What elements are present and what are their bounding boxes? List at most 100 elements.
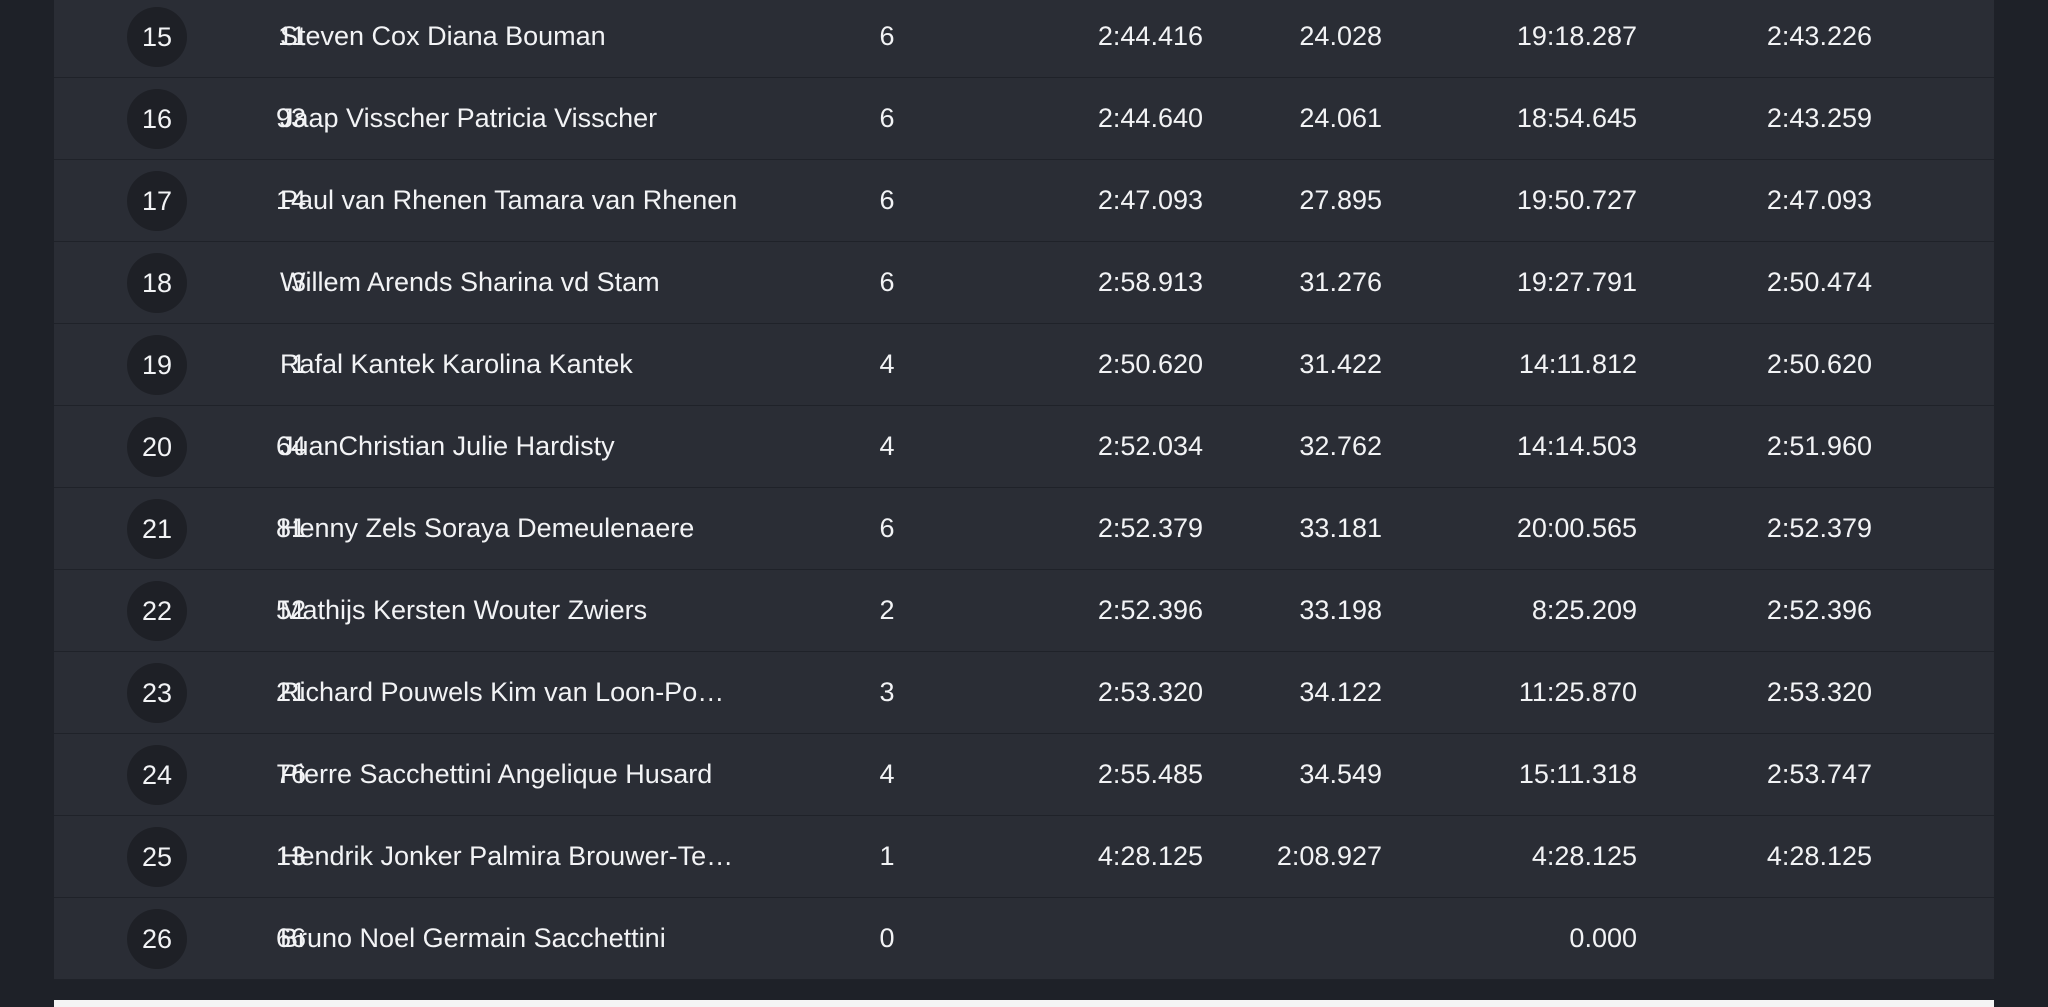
gap-cell: 27.895 [1299, 185, 1382, 215]
best-cell: 2:44.640 [1097, 103, 1203, 133]
num-cell: 64 [275, 431, 306, 461]
gap-cell: 33.181 [1299, 513, 1382, 543]
best-cell: 2:44.416 [1097, 21, 1203, 51]
name-cell: Henny Zels Soraya Demeulenaere [280, 513, 695, 543]
num-cell: 76 [275, 759, 306, 789]
name-cell: Steven Cox Diana Bouman [280, 21, 606, 51]
best-cell: 2:58.913 [1097, 267, 1203, 297]
laps-cell: 6 [879, 513, 895, 543]
num-cell: 52 [275, 595, 306, 625]
total-cell: 18:54.645 [1516, 103, 1637, 133]
num-cell: 93 [275, 103, 306, 133]
laps-cell: 4 [879, 431, 895, 461]
gap-cell: 33.198 [1299, 595, 1382, 625]
table-row[interactable]: 16 93 Jaap Visscher Patricia Visscher 6 2:44… [54, 78, 1994, 160]
pos-cell: 21 [127, 499, 187, 559]
total-cell: 14:14.503 [1516, 431, 1637, 461]
name-cell: Pierre Sacchettini Angelique Husard [280, 759, 713, 789]
best-cell: 2:53.320 [1097, 677, 1203, 707]
gap-cell: 32.762 [1299, 431, 1382, 461]
total-cell: 8:25.209 [1531, 595, 1637, 625]
gap-cell: 34.122 [1299, 677, 1382, 707]
table-row[interactable]: 19 1 Rafal Kantek Karolina Kantek 4 2:50.620… [54, 324, 1994, 406]
best-cell: 2:52.396 [1097, 595, 1203, 625]
laps-cell: 6 [879, 103, 895, 133]
laps-cell: 6 [879, 267, 895, 297]
num-cell: 3 [290, 267, 306, 297]
total-cell: 4:28.125 [1531, 841, 1637, 871]
table-row[interactable]: 17 14 Paul van Rhenen Tamara van Rhenen 6 2:… [54, 160, 1994, 242]
laps-cell: 0 [879, 923, 895, 953]
gap-cell: 31.276 [1299, 267, 1382, 297]
num-cell: 81 [275, 513, 306, 543]
total-cell: 20:00.565 [1516, 513, 1637, 543]
best-cell: 2:52.034 [1097, 431, 1203, 461]
laps-cell: 2 [879, 595, 895, 625]
num-cell: 11 [277, 21, 306, 51]
last-cell: 2:53.747 [1766, 759, 1872, 789]
table-row[interactable]: 20 64 JuanChristian Julie Hardisty 4 2:52.03… [54, 406, 1994, 488]
gap-cell: 31.422 [1299, 349, 1382, 379]
gap-cell: 2:08.927 [1276, 841, 1382, 871]
table-row[interactable]: 24 76 Pierre Sacchettini Angelique Husard 4… [54, 734, 1994, 816]
num-cell: 13 [275, 841, 306, 871]
last-cell: 2:52.396 [1766, 595, 1872, 625]
results-table: 15 11 Steven Cox Diana Bouman 6 2:44.416 24.0… [54, 0, 1994, 980]
total-cell: 11:25.870 [1518, 677, 1637, 707]
pos-cell: 19 [127, 335, 187, 395]
pos-cell: 26 [127, 909, 187, 969]
name-cell: Willem Arends Sharina vd Stam [280, 267, 660, 297]
last-cell: 4:28.125 [1766, 841, 1872, 871]
name-cell: Mathijs Kersten Wouter Zwiers [280, 595, 648, 625]
total-cell: 15:11.318 [1518, 759, 1637, 789]
table-row[interactable]: 23 21 Richard Pouwels Kim van Loon-Po… 3 2:5… [54, 652, 1994, 734]
gap-cell: 24.061 [1299, 103, 1382, 133]
last-cell: 2:53.320 [1766, 677, 1872, 707]
num-cell: 14 [275, 185, 306, 215]
best-cell: 4:28.125 [1097, 841, 1203, 871]
table-row[interactable]: 18 3 Willem Arends Sharina vd Stam 6 2:58.91… [54, 242, 1994, 324]
pos-cell: 23 [127, 663, 187, 723]
pos-cell: 16 [127, 89, 187, 149]
table-row[interactable]: 22 52 Mathijs Kersten Wouter Zwiers 2 2:52.3… [54, 570, 1994, 652]
total-cell: 14:11.812 [1518, 349, 1637, 379]
laps-cell: 4 [879, 349, 895, 379]
best-cell: 2:55.485 [1097, 759, 1203, 789]
num-cell: 1 [290, 349, 306, 379]
table-row[interactable]: 25 13 Hendrik Jonker Palmira Brouwer-Te… 1 4… [54, 816, 1994, 898]
pos-cell: 22 [127, 581, 187, 641]
name-cell: Hendrik Jonker Palmira Brouwer-Te… [280, 841, 734, 871]
num-cell: 21 [275, 677, 306, 707]
name-cell: JuanChristian Julie Hardisty [280, 431, 615, 461]
name-cell: Bruno Noel Germain Sacchettini [280, 923, 666, 953]
last-cell: 2:47.093 [1766, 185, 1872, 215]
table-row[interactable]: 26 66 Bruno Noel Germain Sacchettini 0 0.000 [54, 898, 1994, 980]
table-row[interactable]: 21 81 Henny Zels Soraya Demeulenaere 6 2:52.… [54, 488, 1994, 570]
laps-cell: 6 [879, 185, 895, 215]
best-cell: 2:50.620 [1097, 349, 1203, 379]
laps-cell: 6 [879, 21, 895, 51]
last-cell: 2:52.379 [1766, 513, 1872, 543]
total-cell: 19:27.791 [1516, 267, 1637, 297]
laps-cell: 1 [879, 841, 895, 871]
pos-cell: 17 [127, 171, 187, 231]
best-cell: 2:47.093 [1097, 185, 1203, 215]
num-cell: 66 [275, 923, 306, 953]
pos-cell: 18 [127, 253, 187, 313]
gap-cell: 34.549 [1299, 759, 1382, 789]
laps-cell: 4 [879, 759, 895, 789]
laps-cell: 3 [879, 677, 895, 707]
last-cell: 2:43.226 [1766, 21, 1872, 51]
last-cell: 2:50.620 [1766, 349, 1872, 379]
name-cell: Paul van Rhenen Tamara van Rhenen [280, 185, 738, 215]
pos-cell: 24 [127, 745, 187, 805]
name-cell: Jaap Visscher Patricia Visscher [280, 103, 658, 133]
total-cell: 19:50.727 [1516, 185, 1637, 215]
table-row[interactable]: 15 11 Steven Cox Diana Bouman 6 2:44.416 24.0… [54, 0, 1994, 78]
name-cell: Richard Pouwels Kim van Loon-Po… [280, 677, 725, 707]
pos-cell: 25 [127, 827, 187, 887]
total-cell: 19:18.287 [1516, 21, 1637, 51]
last-cell: 2:43.259 [1766, 103, 1872, 133]
last-cell: 2:51.960 [1766, 431, 1872, 461]
pos-cell: 20 [127, 417, 187, 477]
